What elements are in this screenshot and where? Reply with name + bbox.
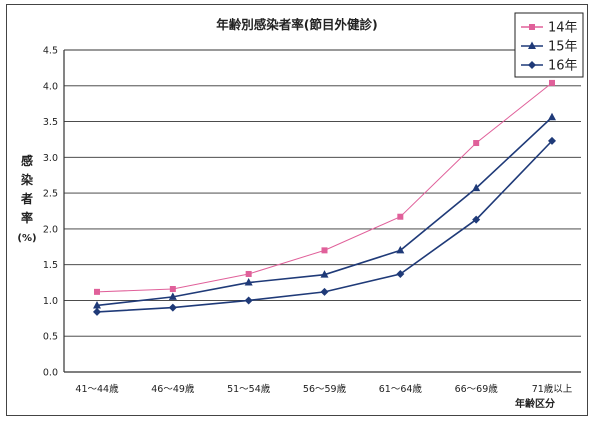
y-axis-label-char: 感 [21,153,33,168]
x-axis-label: 年齢区分 [515,397,555,410]
y-tick-label: 0.0 [43,368,58,379]
chart-title: 年齢別感染者率(節目外健診) [216,17,377,32]
legend-box [514,12,584,78]
data-point [244,296,253,305]
data-point [168,292,177,300]
series-group [93,79,556,316]
y-axis-ticks: 0.0 0.5 1.0 1.5 2.0 2.5 3.0 3.5 4.0 4.5 [43,46,58,379]
y-tick-label: 2.5 [43,189,58,200]
y-tick-label: 4.0 [43,81,58,92]
data-point [93,300,101,309]
data-point [320,270,329,278]
data-point [473,140,480,147]
data-point [396,269,405,278]
data-point [244,278,253,286]
legend-label: 15年 [548,40,578,55]
y-tick-label: 1.0 [43,296,58,307]
y-tick-label: 3.0 [43,153,58,164]
grid-lines [63,49,581,373]
y-axis-label-char: (%) [17,233,36,244]
legend-marker [529,24,535,30]
legend-label: 14年 [548,21,578,36]
x-tick-label: 41～44歳 [75,383,119,395]
y-axis-label-char: 者 [20,191,33,206]
data-point [245,270,252,277]
y-tick-label: 4.5 [43,46,58,57]
x-tick-label: 46～49歳 [151,383,195,395]
y-tick-label: 2.0 [43,224,58,235]
chart-frame: 年齢別感染者率(節目外健診) 0.0 0.5 1.0 1.5 2.0 2.5 3.0 3.5 4… [6,4,588,416]
legend-label: 16年 [548,59,578,74]
x-tick-label: 61～64歳 [379,383,423,395]
legend: 14年 15年 16年 [514,12,584,78]
y-axis-label-char: 染 [20,172,34,187]
series-line [96,140,553,313]
data-point [472,183,481,192]
data-point [549,79,555,86]
data-point [93,307,101,316]
legend-item: 14年 [521,21,578,36]
legend-marker [528,41,536,49]
line-chart: 年齢別感染者率(節目外健診) 0.0 0.5 1.0 1.5 2.0 2.5 3.0 3.5 4… [17,12,584,410]
data-point [320,287,329,296]
y-tick-label: 1.5 [43,260,58,271]
data-point [548,136,556,145]
data-point [472,215,481,224]
legend-item: 15年 [521,40,578,55]
data-point [94,288,100,295]
data-point [168,303,177,312]
data-point [169,285,176,292]
x-axis-ticks: 41～44歳 46～49歳 51～54歳 56～59歳 61～64歳 66～69歳 71歳以… [75,383,572,395]
data-point [396,245,405,254]
series-1 [94,79,555,295]
y-tick-label: 0.5 [43,332,58,343]
data-point [397,213,404,220]
y-axis-label: 感染者率 (%) [17,153,36,244]
series-3 [93,136,556,316]
data-point [321,247,328,254]
legend-marker [528,61,536,69]
x-tick-label: 66～69歳 [455,383,499,395]
x-tick-label: 56～59歳 [303,383,347,395]
y-axis-label-char: 率 [21,210,33,225]
data-point [548,112,556,121]
legend-item: 16年 [521,59,578,74]
series-line [96,82,553,293]
series-2 [93,112,556,309]
y-tick-label: 3.5 [43,117,58,128]
x-tick-label: 71歳以上 [532,383,573,395]
x-tick-label: 51～54歳 [227,383,271,395]
